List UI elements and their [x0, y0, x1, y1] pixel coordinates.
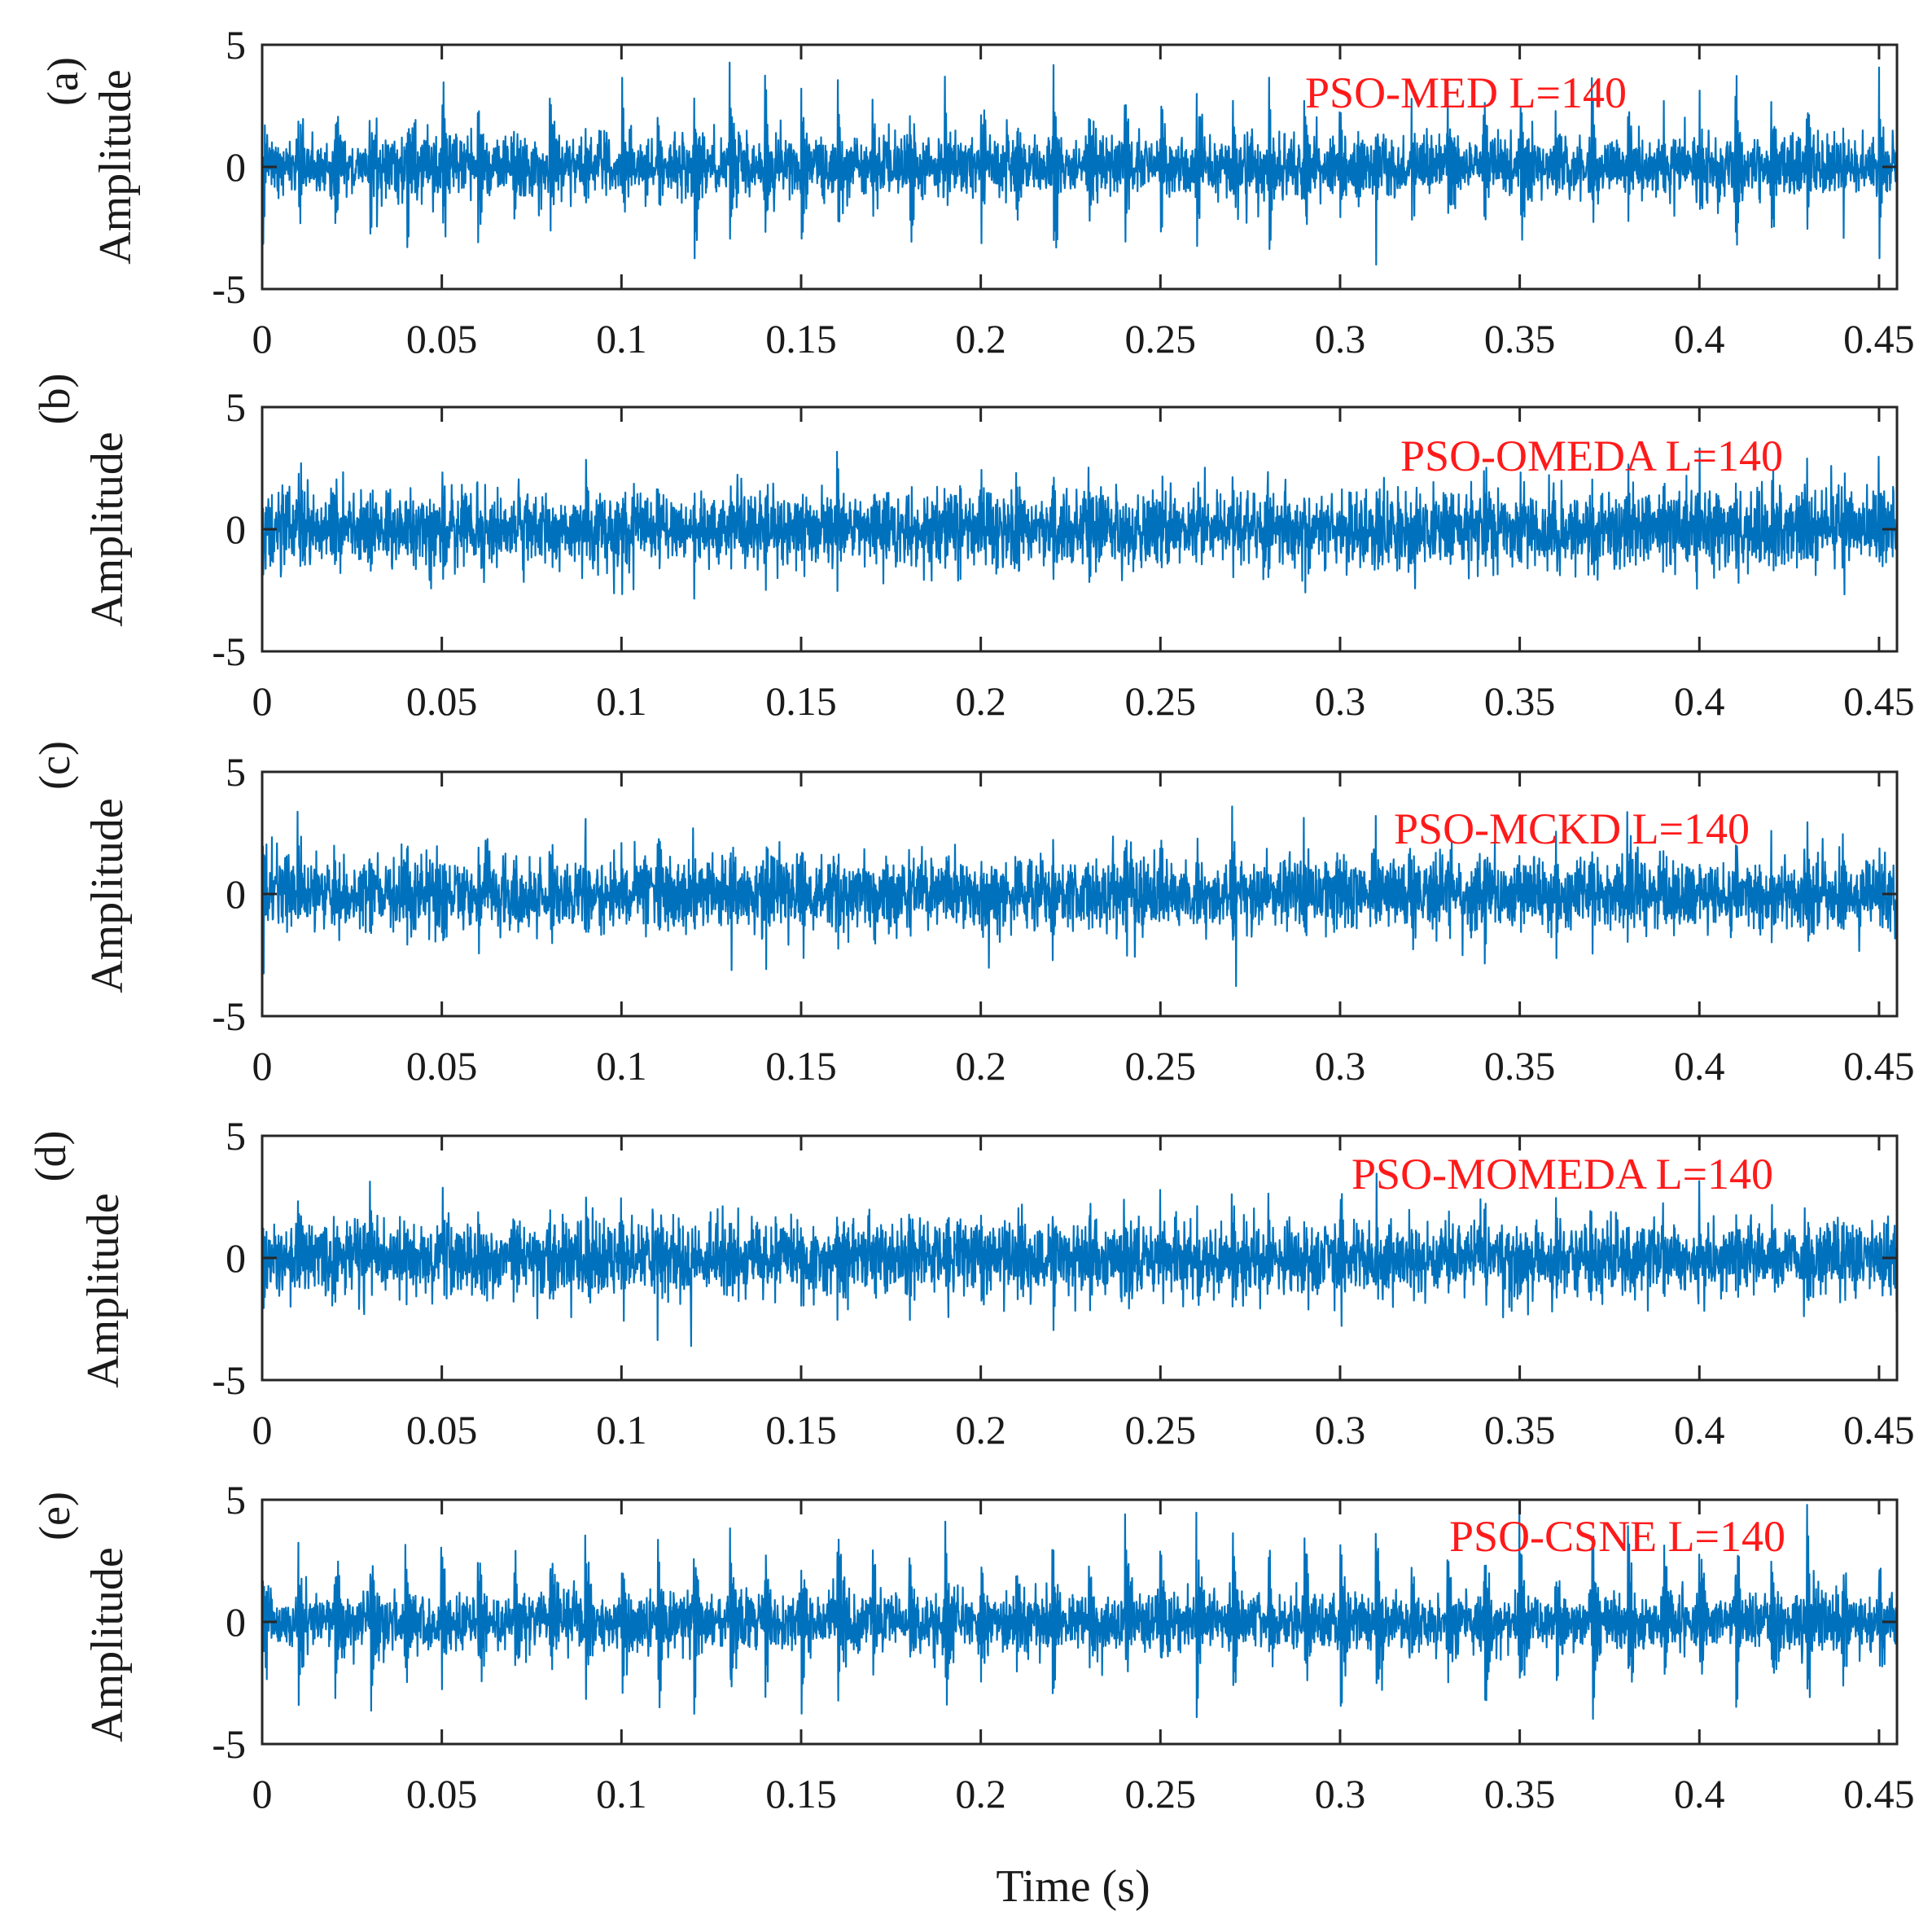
signal-line [261, 1172, 1899, 1348]
x-tick-label: 0 [252, 1407, 273, 1453]
x-tick-label: 0.05 [406, 1407, 478, 1453]
x-tick-label: 0.35 [1484, 316, 1556, 362]
panel-label: (d) [26, 1131, 75, 1182]
x-tick-label: 0.1 [596, 678, 647, 724]
method-annotation: PSO-MCKD L=140 [1394, 804, 1750, 853]
y-tick-label: 0 [226, 1599, 246, 1645]
method-annotation: PSO-CSNE L=140 [1449, 1512, 1785, 1561]
x-tick-label: 0.2 [955, 678, 1006, 724]
x-tick-label: 0.4 [1674, 1771, 1725, 1816]
y-axis-label: Amplitude [90, 69, 141, 265]
x-tick-label: 0.25 [1125, 1043, 1197, 1089]
x-tick-label: 0 [252, 1771, 273, 1816]
signal-line [261, 805, 1899, 988]
panel-e: (e) Amplitude 0 0.05 0.1 0.15 0.2 0.25 0.3 0.35… [30, 1477, 1915, 1816]
y-tick-label: 0 [226, 1235, 246, 1281]
x-tick-label: 0.15 [765, 678, 837, 724]
panel-b: (b) Amplitude 0 0.05 0.1 0.15 0.2 0.25 0.3 0.35… [30, 374, 1915, 724]
y-tick-label: 0 [226, 506, 246, 552]
x-tick-label: 0.3 [1315, 678, 1366, 724]
panel-label: (a) [38, 57, 87, 106]
x-tick-label: 0.1 [596, 316, 647, 362]
plot-area: 0 0.05 0.1 0.15 0.2 0.25 0.3 0.35 0.4 0.45-505 [212, 1477, 1914, 1816]
x-tick-label: 0.2 [955, 1043, 1006, 1089]
x-tick-label: 0.35 [1484, 678, 1556, 724]
x-tick-label: 0.45 [1843, 1043, 1915, 1089]
x-tick-label: 0.35 [1484, 1043, 1556, 1089]
plot-area: 0 0.05 0.1 0.15 0.2 0.25 0.3 0.35 0.4 0.45-505 [212, 384, 1914, 724]
x-tick-label: 0.1 [596, 1043, 647, 1089]
x-tick-label: 0.4 [1674, 1043, 1725, 1089]
method-annotation: PSO-MED L=140 [1305, 68, 1627, 117]
x-tick-label: 0.05 [406, 678, 478, 724]
x-tick-label: 0.15 [765, 1043, 837, 1089]
plot-area: 0 0.05 0.1 0.15 0.2 0.25 0.3 0.35 0.4 0.45-505 [212, 749, 1914, 1089]
panel-c: (c) Amplitude 0 0.05 0.1 0.15 0.2 0.25 0.3 0.35… [30, 741, 1915, 1089]
x-tick-label: 0.15 [765, 1407, 837, 1453]
plot-area: 0 0.05 0.1 0.15 0.2 0.25 0.3 0.35 0.4 0.45-505 [212, 1113, 1914, 1453]
x-tick-label: 0.25 [1125, 1771, 1197, 1816]
signal-line [261, 61, 1899, 266]
x-tick-label: 0.1 [596, 1771, 647, 1816]
y-axis-label: Amplitude [82, 798, 133, 993]
x-tick-label: 0.45 [1843, 1771, 1915, 1816]
y-tick-label: 5 [226, 1477, 246, 1523]
y-tick-label: -5 [212, 629, 246, 674]
panel-label: (c) [30, 741, 79, 790]
x-tick-label: 0.15 [765, 316, 837, 362]
y-axis-label: Amplitude [82, 432, 133, 627]
panel-label: (e) [30, 1492, 79, 1540]
x-tick-label: 0 [252, 316, 273, 362]
y-tick-label: 5 [226, 1113, 246, 1159]
y-tick-label: 0 [226, 144, 246, 190]
x-tick-label: 0.45 [1843, 1407, 1915, 1453]
x-tick-label: 0.3 [1315, 1407, 1366, 1453]
x-tick-label: 0 [252, 1043, 273, 1089]
y-tick-label: -5 [212, 266, 246, 312]
x-tick-label: 0.05 [406, 1043, 478, 1089]
x-tick-label: 0.3 [1315, 1771, 1366, 1816]
x-tick-label: 0.2 [955, 1771, 1006, 1816]
signal-line [261, 1500, 1899, 1720]
x-tick-label: 0.4 [1674, 316, 1725, 362]
method-annotation: PSO-OMEDA L=140 [1400, 432, 1783, 480]
x-tick-label: 0.3 [1315, 1043, 1366, 1089]
panel-a: (a) Amplitude 0 0.05 0.1 0.15 0.2 0.25 0.3 0.35… [38, 22, 1915, 362]
y-axis-label: Amplitude [78, 1193, 129, 1388]
y-tick-label: -5 [212, 1357, 246, 1403]
x-tick-label: 0.3 [1315, 316, 1366, 362]
plot-area: 0 0.05 0.1 0.15 0.2 0.25 0.3 0.35 0.4 0.45-505 [212, 22, 1914, 362]
y-tick-label: 5 [226, 749, 246, 795]
x-axis-label: Time (s) [996, 1861, 1150, 1912]
y-tick-label: 5 [226, 384, 246, 430]
x-tick-label: 0.35 [1484, 1407, 1556, 1453]
x-tick-label: 0.2 [955, 316, 1006, 362]
method-annotation: PSO-MOMEDA L=140 [1352, 1150, 1773, 1199]
x-tick-label: 0.1 [596, 1407, 647, 1453]
signal-line [261, 447, 1899, 600]
x-tick-label: 0.4 [1674, 678, 1725, 724]
panel-label: (b) [30, 374, 79, 425]
x-tick-label: 0.25 [1125, 316, 1197, 362]
x-tick-label: 0.45 [1843, 316, 1915, 362]
x-tick-label: 0.25 [1125, 678, 1197, 724]
x-tick-label: 0.15 [765, 1771, 837, 1816]
y-tick-label: 5 [226, 22, 246, 68]
x-tick-label: 0.05 [406, 1771, 478, 1816]
y-tick-label: 0 [226, 871, 246, 917]
x-tick-label: 0 [252, 678, 273, 724]
x-tick-label: 0.4 [1674, 1407, 1725, 1453]
x-tick-label: 0.45 [1843, 678, 1915, 724]
panel-d: (d) Amplitude 0 0.05 0.1 0.15 0.2 0.25 0.3 0.35… [26, 1113, 1915, 1453]
y-axis-label: Amplitude [82, 1547, 133, 1742]
x-tick-label: 0.2 [955, 1407, 1006, 1453]
y-tick-label: -5 [212, 1721, 246, 1767]
x-tick-label: 0.35 [1484, 1771, 1556, 1816]
x-tick-label: 0.25 [1125, 1407, 1197, 1453]
y-tick-label: -5 [212, 993, 246, 1039]
x-tick-label: 0.05 [406, 316, 478, 362]
